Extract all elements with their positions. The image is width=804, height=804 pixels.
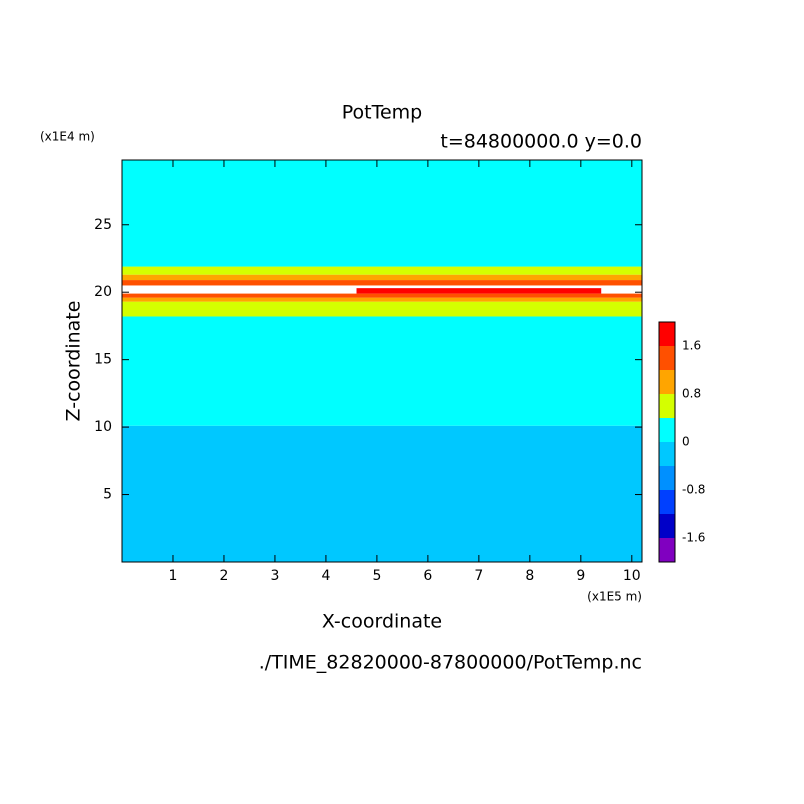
colorbar-segment (659, 394, 675, 418)
colorbar-segment (659, 514, 675, 538)
y-unit: (x1E4 m) (40, 130, 95, 144)
y-tick-label: 25 (94, 217, 112, 233)
contour-band (122, 280, 642, 286)
colorbar-label: 0.8 (682, 387, 701, 401)
colorbar-segment (659, 346, 675, 370)
contour-band (122, 316, 642, 426)
x-tick-label: 2 (219, 568, 228, 584)
colorbar-segment (659, 466, 675, 490)
chart-subtitle: t=84800000.0 y=0.0 (440, 131, 642, 153)
contour-band (122, 293, 642, 298)
contour-band (122, 160, 642, 267)
colorbar-segment (659, 538, 675, 562)
x-tick-label: 3 (270, 568, 279, 584)
colorbar-label: 1.6 (682, 339, 701, 353)
x-tick-label: 1 (169, 568, 178, 584)
colorbar-segment (659, 370, 675, 394)
contour-band (122, 274, 642, 281)
contour-band (122, 297, 642, 302)
x-tick-label: 6 (423, 568, 432, 584)
contour-band (122, 301, 642, 317)
contour-patch (356, 288, 602, 294)
y-axis-label: Z-coordinate (63, 301, 85, 422)
y-tick-label: 15 (94, 352, 112, 368)
y-tick-label: 10 (94, 419, 112, 435)
colorbar-segment (659, 322, 675, 346)
chart-title: PotTemp (342, 102, 423, 124)
colorbar-frame (658, 321, 676, 563)
colorbar-segment (659, 418, 675, 442)
colorbar-label: -0.8 (682, 483, 705, 497)
x-tick-label: 10 (623, 568, 641, 584)
x-tick-label: 5 (372, 568, 381, 584)
x-tick-label: 9 (576, 568, 585, 584)
colorbar-label: -1.6 (682, 531, 705, 545)
plot-frame (121, 159, 643, 563)
contour-band (122, 425, 642, 562)
footer: ./TIME_82820000-87800000/PotTemp.nc (259, 652, 642, 674)
x-unit: (x1E5 m) (587, 590, 642, 604)
colorbar-segment (659, 490, 675, 514)
x-tick-label: 7 (474, 568, 483, 584)
x-axis-label: X-coordinate (322, 611, 442, 633)
colorbar-segment (659, 442, 675, 466)
contour-band (122, 266, 642, 275)
y-tick-label: 5 (103, 487, 112, 503)
x-tick-label: 8 (525, 568, 534, 584)
x-tick-label: 4 (321, 568, 330, 584)
colorbar-label: 0 (682, 435, 690, 449)
y-tick-label: 20 (94, 284, 112, 300)
